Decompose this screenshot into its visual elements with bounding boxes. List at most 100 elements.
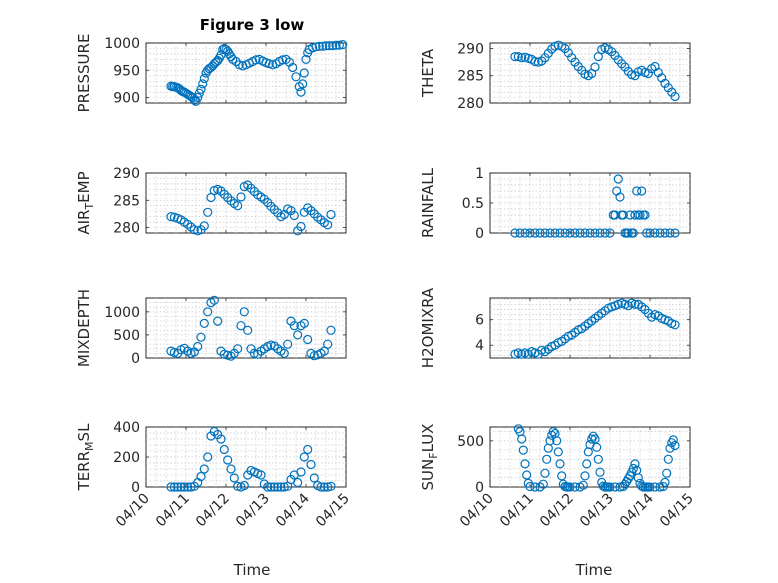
data-point <box>286 206 296 216</box>
x-tick-label: 04/11 <box>153 491 193 531</box>
data-point <box>216 186 226 196</box>
data-point <box>296 221 306 232</box>
data-point <box>213 316 223 326</box>
data-point <box>233 481 243 491</box>
data-point <box>615 192 625 202</box>
data-point <box>199 464 209 474</box>
data-point <box>203 452 213 462</box>
data-point <box>196 332 206 342</box>
subplot-1: 280 285 290 THETA <box>419 40 691 112</box>
y-tick-label: 1000 <box>104 305 140 321</box>
data-point <box>590 228 600 238</box>
data-point <box>640 210 650 220</box>
data-point <box>635 210 645 220</box>
data-point <box>655 482 665 492</box>
data-point <box>166 212 176 222</box>
data-point <box>216 346 226 356</box>
data-point <box>670 228 680 238</box>
data-point <box>670 320 680 330</box>
data-point <box>518 445 528 455</box>
subplot-2: 280 285 290 AIRTEMP <box>75 166 347 237</box>
y-tick-label: 0 <box>475 480 484 496</box>
data-point <box>613 174 623 184</box>
data-point <box>219 444 229 455</box>
data-point <box>665 443 675 453</box>
data-point <box>537 56 547 66</box>
figure-title: Figure 3 low <box>200 16 305 34</box>
y-axis-label: TERRMSL <box>75 423 96 492</box>
data-point <box>173 482 183 492</box>
data-point <box>169 482 179 492</box>
data-point <box>580 228 590 238</box>
data-point <box>283 339 293 349</box>
data-point <box>331 40 341 50</box>
y-tick-label: 0.5 <box>462 196 484 212</box>
y-tick-label: 950 <box>113 63 140 79</box>
y-tick-label: 500 <box>113 328 140 344</box>
data-point <box>538 479 548 489</box>
axes-frame <box>489 172 691 234</box>
x-tick-label: 04/13 <box>577 491 617 531</box>
data-point <box>595 467 605 477</box>
subplot-3: 0 0.5 1 RAINFALL <box>419 166 691 242</box>
data-point <box>570 482 580 492</box>
subplot-6: 0 200 400 04/10 04/11 04/12 04/13 04/14 04/15 TER… <box>75 420 353 530</box>
data-point <box>660 228 670 238</box>
data-point <box>617 59 627 69</box>
data-point <box>311 42 321 52</box>
y-axis-label: PRESSURE <box>75 34 93 113</box>
data-point <box>251 55 261 65</box>
data-point <box>279 482 289 492</box>
data-point <box>510 228 520 238</box>
data-point <box>299 318 309 328</box>
data-point <box>548 427 558 437</box>
x-tick-label: 04/14 <box>617 490 657 530</box>
data-point <box>253 349 263 359</box>
data-point <box>520 228 530 238</box>
x-tick-label: 04/10 <box>113 491 153 531</box>
y-tick-label: 285 <box>113 193 140 209</box>
y-axis-label: RAINFALL <box>419 167 437 238</box>
data-point <box>239 480 249 491</box>
data-point <box>328 41 338 51</box>
data-point <box>203 207 213 217</box>
x-tick-label: 04/13 <box>233 491 273 531</box>
data-point <box>299 68 309 78</box>
data-point <box>632 186 642 196</box>
y-tick-label: 0 <box>475 226 484 242</box>
data-point <box>266 482 276 492</box>
data-point <box>278 55 288 65</box>
data-point <box>249 348 259 358</box>
data-point <box>303 334 313 345</box>
y-tick-label: 500 <box>457 434 484 450</box>
data-point <box>326 325 336 335</box>
x-tick-label: 04/12 <box>537 491 577 531</box>
data-point <box>199 73 209 84</box>
data-point <box>530 228 540 238</box>
y-axis-label: THETA <box>419 48 437 98</box>
data-point <box>233 344 243 354</box>
data-point <box>306 459 316 470</box>
data-point <box>334 40 344 50</box>
data-point <box>296 467 306 477</box>
data-point <box>545 436 555 446</box>
data-point <box>166 482 176 492</box>
data-point <box>273 482 283 492</box>
data-point <box>326 209 336 220</box>
data-point <box>530 56 540 67</box>
data-point <box>233 201 243 211</box>
y-tick-label: 285 <box>457 69 484 85</box>
data-point <box>321 41 331 51</box>
y-tick-label: 1000 <box>104 36 140 52</box>
data-point <box>618 210 628 220</box>
data-point <box>670 91 680 102</box>
data-point <box>293 330 303 340</box>
data-point <box>246 183 256 193</box>
data-point <box>324 41 334 51</box>
data-point <box>303 444 313 455</box>
subplot-5: 4 6 H2OMIXRA <box>419 287 691 368</box>
data-point <box>193 341 203 352</box>
data-point <box>196 84 206 95</box>
data-point <box>219 349 229 359</box>
data-point <box>176 482 186 492</box>
